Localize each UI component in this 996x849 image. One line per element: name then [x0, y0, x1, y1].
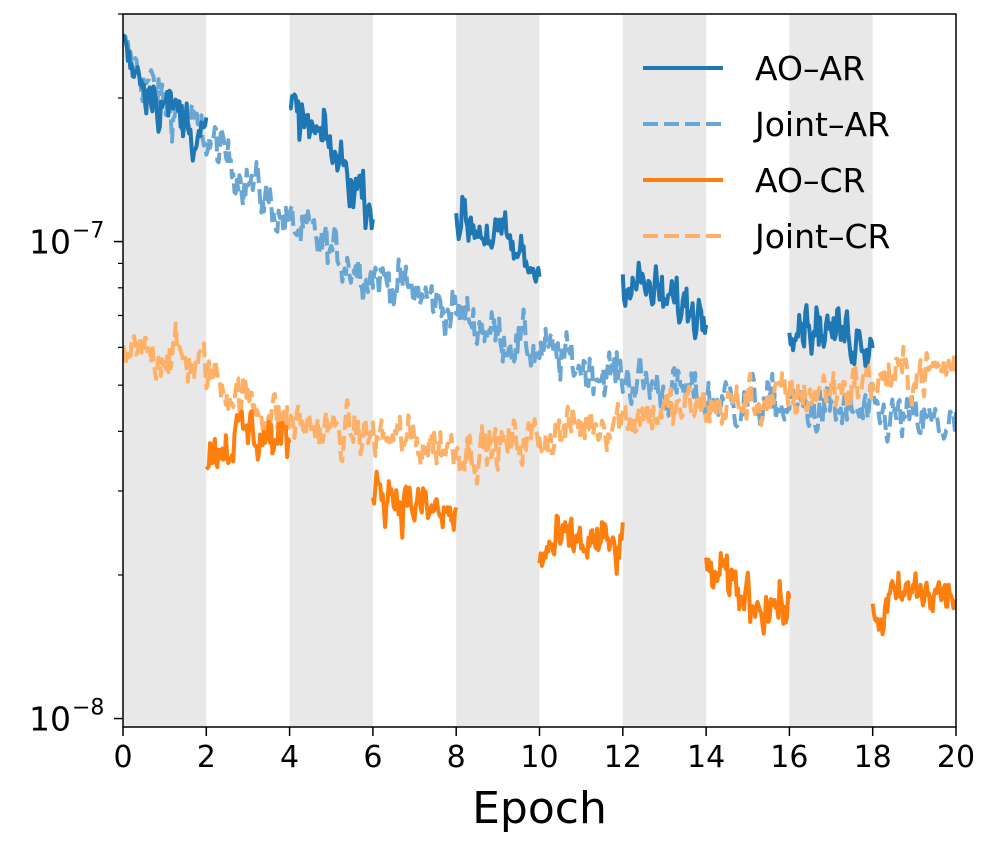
x-tick-label-6: 12: [604, 740, 642, 775]
y-tick-label-base-1: 10: [29, 700, 71, 739]
y-tick-label-base-0: 10: [29, 223, 71, 262]
x-tick-label-2: 4: [280, 740, 299, 775]
series-line-0-segment-2: [454, 194, 542, 284]
legend: AO–AR Joint–AR AO–CR Joint–CR: [643, 49, 890, 256]
series-line-2-segment-4: [870, 570, 956, 637]
legend-label-0: AO–AR: [755, 49, 865, 88]
series-line-2-segment-3: [704, 551, 792, 636]
series-line-0-segment-4: [787, 303, 875, 368]
series-line-2-segment-2: [537, 513, 625, 576]
shaded-band-4: [789, 14, 873, 727]
x-tick-label-3: 6: [363, 740, 382, 775]
legend-label-3: Joint–CR: [753, 217, 890, 256]
shaded-band-1: [289, 14, 373, 727]
shaded-band-2: [456, 14, 540, 727]
series-line-3-segment-0: [123, 321, 956, 486]
series-line-1-segment-0: [123, 34, 956, 444]
x-tick-label-10: 20: [937, 740, 975, 775]
x-tick-label-4: 8: [447, 740, 466, 775]
y-tick-label-exponent-1: −8: [72, 696, 104, 721]
series-line-0-segment-1: [288, 92, 375, 231]
y-axis-ticks: 10−710−8: [29, 13, 123, 739]
x-tick-label-5: 10: [520, 740, 558, 775]
x-axis-title: Epoch: [472, 783, 607, 834]
y-tick-label-exponent-0: −7: [72, 219, 104, 244]
legend-label-2: AO–CR: [755, 161, 865, 200]
shaded-bands: [123, 14, 873, 727]
series-line-0-segment-0: [123, 33, 209, 163]
shaded-band-3: [622, 14, 707, 727]
x-tick-label-9: 18: [854, 740, 892, 775]
x-tick-label-0: 0: [113, 740, 132, 775]
x-axis-ticks: 0 2 4 6 8 10 12 14 16 18 20: [113, 727, 975, 775]
x-tick-label-1: 2: [197, 740, 216, 775]
series-lines: [123, 33, 956, 637]
x-tick-label-7: 14: [687, 740, 725, 775]
legend-label-1: Joint–AR: [753, 105, 890, 144]
series-line-2-segment-1: [370, 469, 459, 540]
series-line-2-segment-0: [204, 409, 292, 471]
x-tick-label-8: 16: [770, 740, 808, 775]
series-line-0-segment-3: [620, 260, 709, 341]
